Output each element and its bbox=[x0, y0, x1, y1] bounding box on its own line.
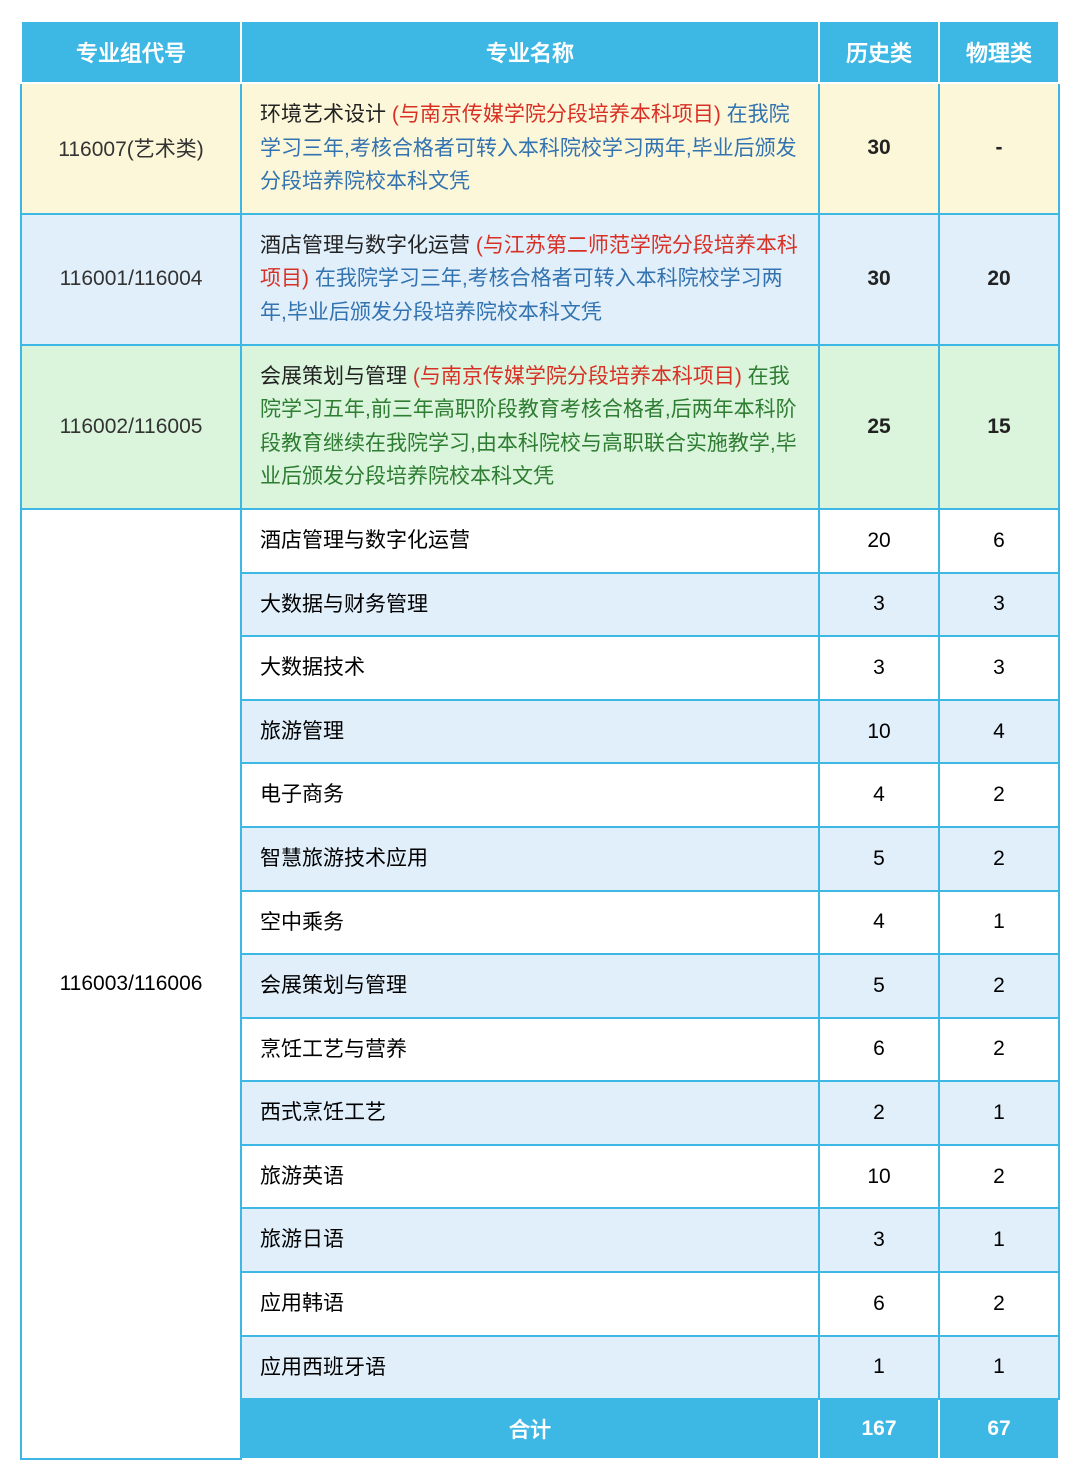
name-cell: 大数据技术 bbox=[241, 636, 819, 700]
table-row: 116007(艺术类)环境艺术设计 (与南京传媒学院分段培养本科项目) 在我院学… bbox=[21, 83, 1059, 214]
header-name: 专业名称 bbox=[241, 21, 819, 83]
physics-cell: 1 bbox=[939, 1336, 1059, 1400]
enrollment-table: 专业组代号 专业名称 历史类 物理类 116007(艺术类)环境艺术设计 (与南… bbox=[20, 20, 1060, 1460]
physics-cell: 2 bbox=[939, 1018, 1059, 1082]
name-cell: 环境艺术设计 (与南京传媒学院分段培养本科项目) 在我院学习三年,考核合格者可转… bbox=[241, 83, 819, 214]
header-history: 历史类 bbox=[819, 21, 939, 83]
physics-cell: 2 bbox=[939, 827, 1059, 891]
total-physics: 67 bbox=[939, 1399, 1059, 1459]
name-cell: 空中乘务 bbox=[241, 891, 819, 955]
physics-cell: 15 bbox=[939, 345, 1059, 509]
header-row: 专业组代号 专业名称 历史类 物理类 bbox=[21, 21, 1059, 83]
history-cell: 6 bbox=[819, 1272, 939, 1336]
table-row: 116002/116005会展策划与管理 (与南京传媒学院分段培养本科项目) 在… bbox=[21, 345, 1059, 509]
name-cell: 大数据与财务管理 bbox=[241, 573, 819, 637]
name-cell: 烹饪工艺与营养 bbox=[241, 1018, 819, 1082]
name-cell: 旅游英语 bbox=[241, 1145, 819, 1209]
physics-cell: 1 bbox=[939, 891, 1059, 955]
name-cell: 智慧旅游技术应用 bbox=[241, 827, 819, 891]
physics-cell: 20 bbox=[939, 214, 1059, 345]
physics-cell: 6 bbox=[939, 509, 1059, 573]
code-cell: 116007(艺术类) bbox=[21, 83, 241, 214]
history-cell: 30 bbox=[819, 214, 939, 345]
name-cell: 西式烹饪工艺 bbox=[241, 1081, 819, 1145]
history-cell: 20 bbox=[819, 509, 939, 573]
history-cell: 4 bbox=[819, 763, 939, 827]
major-note-rest: 在我院学习三年,考核合格者可转入本科院校学习两年,毕业后颁发分段培养院校本科文凭 bbox=[260, 267, 783, 324]
header-physics: 物理类 bbox=[939, 21, 1059, 83]
name-cell: 会展策划与管理 (与南京传媒学院分段培养本科项目) 在我院学习五年,前三年高职阶… bbox=[241, 345, 819, 509]
history-cell: 30 bbox=[819, 83, 939, 214]
history-cell: 1 bbox=[819, 1336, 939, 1400]
physics-cell: 1 bbox=[939, 1208, 1059, 1272]
name-cell: 应用韩语 bbox=[241, 1272, 819, 1336]
history-cell: 3 bbox=[819, 573, 939, 637]
group-code-cell: 116003/116006 bbox=[21, 509, 241, 1459]
history-cell: 3 bbox=[819, 636, 939, 700]
physics-cell: 1 bbox=[939, 1081, 1059, 1145]
history-cell: 5 bbox=[819, 827, 939, 891]
physics-cell: 2 bbox=[939, 1145, 1059, 1209]
name-cell: 酒店管理与数字化运营 bbox=[241, 509, 819, 573]
physics-cell: 3 bbox=[939, 573, 1059, 637]
major-title: 酒店管理与数字化运营 bbox=[260, 234, 476, 257]
history-cell: 2 bbox=[819, 1081, 939, 1145]
name-cell: 旅游管理 bbox=[241, 700, 819, 764]
major-note-red: (与南京传媒学院分段培养本科项目) bbox=[413, 365, 748, 388]
physics-cell: 4 bbox=[939, 700, 1059, 764]
history-cell: 10 bbox=[819, 700, 939, 764]
header-code: 专业组代号 bbox=[21, 21, 241, 83]
code-cell: 116001/116004 bbox=[21, 214, 241, 345]
name-cell: 旅游日语 bbox=[241, 1208, 819, 1272]
table-row: 116003/116006酒店管理与数字化运营206 bbox=[21, 509, 1059, 573]
physics-cell: 3 bbox=[939, 636, 1059, 700]
physics-cell: 2 bbox=[939, 1272, 1059, 1336]
major-note-red: (与南京传媒学院分段培养本科项目) bbox=[392, 103, 727, 126]
physics-cell: 2 bbox=[939, 954, 1059, 1018]
name-cell: 电子商务 bbox=[241, 763, 819, 827]
physics-cell: 2 bbox=[939, 763, 1059, 827]
history-cell: 6 bbox=[819, 1018, 939, 1082]
code-cell: 116002/116005 bbox=[21, 345, 241, 509]
name-cell: 会展策划与管理 bbox=[241, 954, 819, 1018]
history-cell: 25 bbox=[819, 345, 939, 509]
history-cell: 10 bbox=[819, 1145, 939, 1209]
name-cell: 酒店管理与数字化运营 (与江苏第二师范学院分段培养本科项目) 在我院学习三年,考… bbox=[241, 214, 819, 345]
physics-cell: - bbox=[939, 83, 1059, 214]
history-cell: 5 bbox=[819, 954, 939, 1018]
history-cell: 3 bbox=[819, 1208, 939, 1272]
history-cell: 4 bbox=[819, 891, 939, 955]
major-title: 会展策划与管理 bbox=[260, 365, 413, 388]
table-row: 116001/116004酒店管理与数字化运营 (与江苏第二师范学院分段培养本科… bbox=[21, 214, 1059, 345]
name-cell: 应用西班牙语 bbox=[241, 1336, 819, 1400]
major-title: 环境艺术设计 bbox=[260, 103, 392, 126]
total-label: 合计 bbox=[241, 1399, 819, 1459]
total-history: 167 bbox=[819, 1399, 939, 1459]
